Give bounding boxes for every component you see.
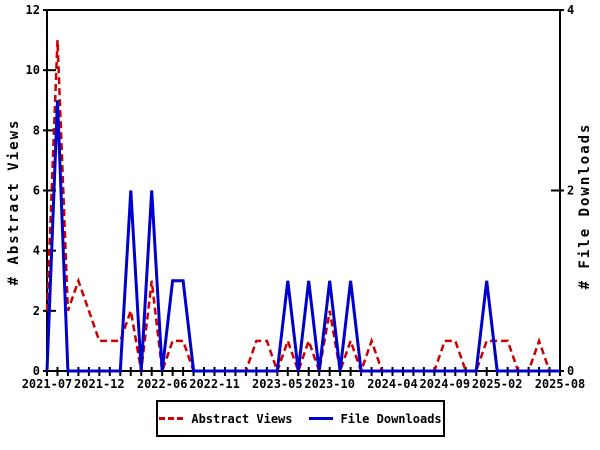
y-left-tick-label: 4 bbox=[33, 244, 40, 258]
y-left-tick-label: 2 bbox=[33, 304, 40, 318]
x-tick-label: 2023-05 bbox=[252, 377, 303, 391]
legend-label-file-downloads: File Downloads bbox=[340, 411, 442, 426]
x-tick-label: 2021-07 bbox=[22, 377, 73, 391]
legend: Abstract Views File Downloads bbox=[156, 400, 445, 437]
y-left-tick-label: 8 bbox=[33, 123, 40, 137]
x-tick-label: 2025-08 bbox=[535, 377, 586, 391]
y-left-tick-label: 0 bbox=[33, 364, 40, 378]
y-left-tick-label: 6 bbox=[33, 184, 40, 198]
file-downloads-line bbox=[45, 100, 560, 373]
y-right-tick-label: 0 bbox=[567, 364, 574, 378]
y-right-tick-label: 2 bbox=[567, 184, 574, 198]
x-tick-label: 2023-10 bbox=[304, 377, 355, 391]
x-tick-label: 2024-04 bbox=[367, 377, 418, 391]
file-downloads-line-sample bbox=[308, 417, 333, 420]
x-tick-label: 2024-09 bbox=[420, 377, 471, 391]
right-axis-title: # File Downloads bbox=[577, 122, 593, 290]
y-right-tick-label: 4 bbox=[567, 3, 574, 17]
x-tick-label: 2022-06 bbox=[137, 377, 188, 391]
x-tick-label: 2025-02 bbox=[472, 377, 523, 391]
x-tick-label: 2021-12 bbox=[74, 377, 125, 391]
y-left-tick-label: 10 bbox=[26, 63, 40, 77]
abstract-views-line bbox=[45, 40, 560, 376]
legend-label-abstract-views: Abstract Views bbox=[191, 411, 293, 426]
abstract-views-line-sample bbox=[159, 417, 184, 420]
left-axis-title: # Abstract Views bbox=[6, 118, 22, 286]
y-left-tick-label: 12 bbox=[26, 3, 40, 17]
x-tick-label: 2022-11 bbox=[189, 377, 240, 391]
